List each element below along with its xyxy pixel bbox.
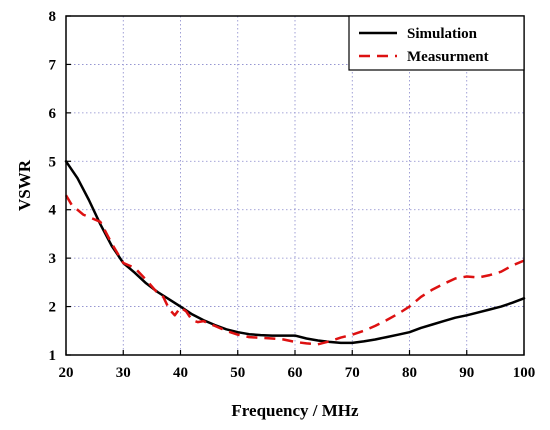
- x-tick-label-30: 30: [116, 365, 131, 381]
- x-tick-label-70: 70: [345, 365, 360, 381]
- legend-label-simulation: Simulation: [407, 26, 478, 42]
- y-axis-title: VSWR: [15, 159, 34, 211]
- series-layer: [64, 160, 526, 346]
- series-line-measurment: [64, 194, 525, 346]
- legend: Simulation Measurment: [348, 15, 525, 71]
- y-tick-label-2: 2: [49, 300, 57, 316]
- y-tick-label-5: 5: [49, 154, 57, 170]
- x-axis-title: Frequency / MHz: [231, 401, 359, 420]
- x-tick-label-40: 40: [173, 365, 188, 381]
- tick-layer: 20 30 40 50 60 70 80 90 100 1 2 3 4 5 6 7 8: [49, 9, 536, 381]
- x-tick-label-90: 90: [459, 365, 474, 381]
- legend-label-measurment: Measurment: [407, 49, 489, 65]
- y-tick-label-1: 1: [49, 348, 57, 364]
- y-tick-label-3: 3: [49, 251, 57, 267]
- x-tick-label-100: 100: [513, 365, 536, 381]
- y-tick-label-8: 8: [49, 9, 57, 25]
- series-line-simulation: [64, 160, 526, 345]
- x-tick-label-80: 80: [402, 365, 417, 381]
- y-tick-label-4: 4: [49, 203, 57, 219]
- x-tick-label-60: 60: [288, 365, 303, 381]
- x-tick-label-50: 50: [230, 365, 245, 381]
- y-tick-label-7: 7: [49, 57, 57, 73]
- x-tick-label-20: 20: [59, 365, 74, 381]
- y-tick-label-6: 6: [49, 106, 57, 122]
- grid-layer: [66, 16, 524, 355]
- legend-box: [348, 15, 525, 71]
